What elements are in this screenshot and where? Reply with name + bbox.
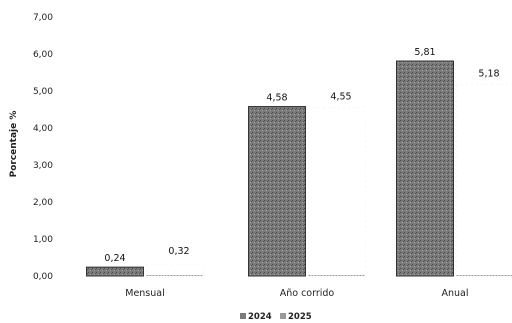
legend-swatch-2024: [240, 313, 246, 319]
legend-label-2025: 2025: [288, 312, 312, 322]
data-label-2024-2: 5,81: [414, 47, 435, 58]
legend-label-2024: 2024: [248, 312, 272, 322]
category-label: Año corrido: [280, 288, 335, 299]
bar-2024-0: [86, 266, 144, 277]
category-label: Anual: [441, 288, 468, 299]
bar-2025-2: [456, 84, 512, 277]
y-tick-label: 1,00: [33, 235, 53, 245]
data-label-2025-2: 5,18: [478, 68, 499, 79]
bar-2024-2: [396, 60, 454, 277]
y-tick-label: 2,00: [33, 198, 53, 208]
data-label-2024-1: 4,58: [266, 93, 287, 104]
category-label: Mensual: [125, 288, 165, 299]
y-tick-label: 4,00: [33, 124, 53, 134]
data-label-2024-0: 0,24: [104, 253, 125, 264]
legend: 2024 2025: [240, 312, 312, 322]
data-label-2025-1: 4,55: [330, 92, 351, 103]
y-tick-label: 5,00: [33, 87, 53, 97]
y-tick-label: 6,00: [33, 50, 53, 60]
legend-swatch-2025: [280, 313, 286, 319]
y-tick-label: 7,00: [33, 13, 53, 23]
data-label-2025-0: 0,32: [168, 246, 189, 257]
y-tick-label: 3,00: [33, 161, 53, 171]
y-axis-label: Porcentaje %: [9, 111, 19, 178]
bar-2025-0: [146, 263, 204, 277]
y-tick-label: 0,00: [33, 272, 53, 282]
bar-2024-1: [248, 106, 306, 277]
bar-2025-1: [308, 107, 366, 277]
